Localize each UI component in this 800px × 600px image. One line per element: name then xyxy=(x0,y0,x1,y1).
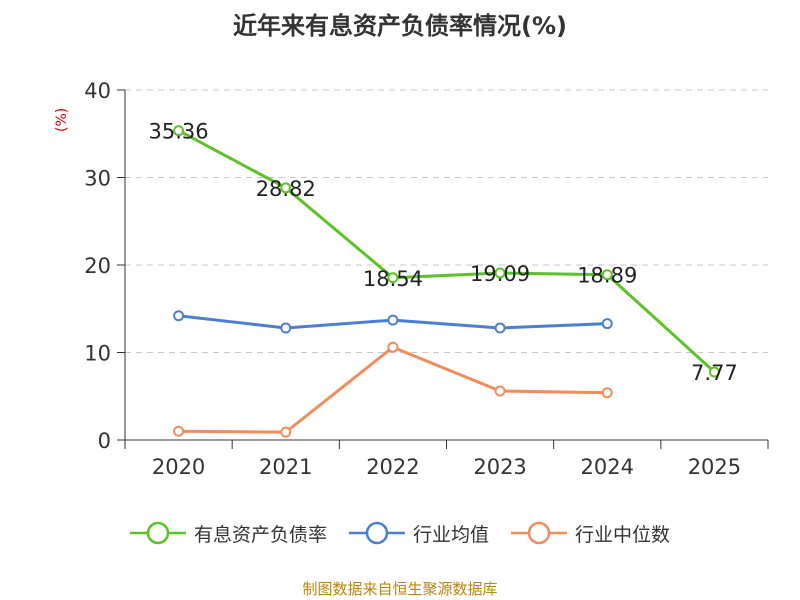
x-tick-label: 2020 xyxy=(152,455,205,479)
data-point xyxy=(387,314,399,326)
legend-label: 行业均值 xyxy=(412,523,489,546)
data-point xyxy=(280,426,292,438)
data-point xyxy=(708,366,720,378)
legend-label: 有息资产负债率 xyxy=(193,523,327,546)
gridlines xyxy=(125,89,768,353)
data-label: 19.09 xyxy=(470,262,530,286)
data-label: 7.77 xyxy=(691,361,738,385)
source-note: 制图数据来自恒生聚源数据库 xyxy=(302,580,498,598)
legend-item: 行业均值 xyxy=(348,518,489,548)
data-point xyxy=(494,385,506,397)
data-label: 18.54 xyxy=(363,267,423,291)
x-tick-label: 2023 xyxy=(473,455,526,479)
legend-marker xyxy=(146,521,170,545)
data-point xyxy=(494,267,506,279)
y-tick-label: 0 xyxy=(98,429,111,453)
series-line xyxy=(178,345,608,434)
data-point xyxy=(387,272,399,284)
legend-line-circle-icon xyxy=(129,521,186,545)
x-tick-label: 2021 xyxy=(259,455,312,479)
legend-line-circle-icon xyxy=(511,521,567,545)
data-point xyxy=(601,269,613,281)
y-tick-label: 10 xyxy=(84,342,111,366)
legend-line-circle-icon xyxy=(348,521,405,545)
data-point xyxy=(601,387,613,399)
legend: 有息资产负债率 行业均值 行业中位数 xyxy=(0,518,800,548)
legend-marker xyxy=(365,521,389,545)
y-tick-label: 30 xyxy=(84,167,111,191)
x-tick-label: 2025 xyxy=(688,455,741,479)
data-point xyxy=(601,318,613,330)
x-tick-label: 2022 xyxy=(366,455,419,479)
axes: 0 10 20 30 40 2020 2021 2022 2023 2024 2025 xyxy=(84,79,769,479)
legend-item: 行业中位数 xyxy=(511,518,670,548)
data-label: 18.89 xyxy=(577,264,637,288)
legend-item: 有息资产负债率 xyxy=(129,518,327,548)
line-chart: 0 10 20 30 40 2020 2021 2022 2023 2024 2025 35.36 2… xyxy=(84,79,769,479)
data-point xyxy=(387,341,399,353)
y-tick-label: 20 xyxy=(84,254,111,278)
data-point xyxy=(173,125,185,137)
data-labels: 35.36 28.82 18.54 19.09 18.89 7.77 xyxy=(149,120,738,385)
legend-label: 行业中位数 xyxy=(575,523,671,546)
series-line xyxy=(177,129,716,374)
data-point xyxy=(280,322,292,334)
y-tick-label: 40 xyxy=(84,79,111,103)
data-label: 35.36 xyxy=(149,120,209,144)
data-point xyxy=(494,322,506,334)
data-point xyxy=(173,310,185,322)
data-point xyxy=(173,425,185,437)
chart-title: 近年来有息资产负债率情况(%) xyxy=(233,12,567,40)
data-label: 28.82 xyxy=(256,177,316,201)
legend-marker xyxy=(527,521,551,545)
data-point xyxy=(280,182,292,194)
series-lines xyxy=(173,125,720,438)
x-tick-label: 2024 xyxy=(581,455,634,479)
